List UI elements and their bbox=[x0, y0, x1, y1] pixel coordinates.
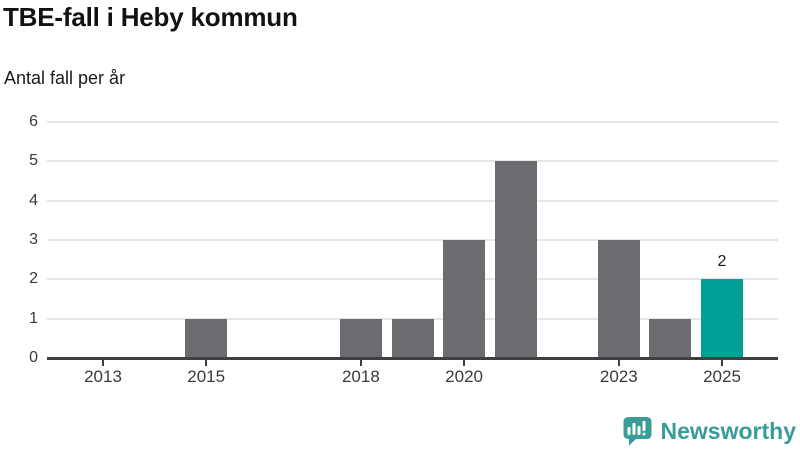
x-axis-line bbox=[47, 356, 778, 360]
x-axis-label: 2013 bbox=[84, 367, 122, 386]
gridline-y2 bbox=[47, 278, 778, 281]
y-axis-label: 4 bbox=[29, 191, 38, 209]
x-axis-tick bbox=[463, 359, 466, 366]
bar-2020 bbox=[443, 240, 486, 358]
newsworthy-logo-icon bbox=[622, 416, 653, 446]
bar-2021 bbox=[494, 161, 537, 358]
y-axis-label: 0 bbox=[29, 349, 38, 366]
chart-title: TBE-fall i Heby kommun bbox=[3, 2, 298, 32]
bar-value-label: 2 bbox=[717, 253, 727, 271]
x-axis-label: 2023 bbox=[599, 367, 638, 386]
y-axis-label: 1 bbox=[29, 309, 38, 327]
y-axis-label: 3 bbox=[29, 231, 38, 248]
gridline-y6 bbox=[47, 121, 778, 123]
bar-highlight-2025 bbox=[701, 279, 743, 358]
x-axis-tick bbox=[102, 359, 104, 366]
gridline-y5 bbox=[47, 160, 778, 163]
newsworthy-logo[interactable]: Newsworthy bbox=[622, 416, 796, 446]
x-axis-tick bbox=[359, 359, 362, 366]
x-axis-tick bbox=[617, 359, 620, 366]
bar-2018 bbox=[339, 318, 382, 358]
gridline-y4 bbox=[47, 199, 778, 202]
x-axis-label: 2025 bbox=[703, 367, 741, 386]
x-axis-label: 2015 bbox=[187, 367, 226, 386]
gridline-y3 bbox=[47, 239, 778, 241]
x-axis-label: 2020 bbox=[445, 367, 483, 386]
y-axis-label: 5 bbox=[29, 152, 38, 170]
y-axis-label: 6 bbox=[29, 113, 38, 130]
x-axis-label: 2018 bbox=[341, 367, 380, 386]
bar-2019 bbox=[391, 318, 434, 358]
x-axis-tick bbox=[205, 359, 208, 366]
newsworthy-logo-text: Newsworthy bbox=[660, 417, 796, 444]
bar-2023 bbox=[597, 240, 640, 358]
y-axis-label: 2 bbox=[29, 270, 38, 288]
x-axis-tick bbox=[721, 359, 723, 366]
bar-2015 bbox=[185, 318, 228, 358]
bar-2024 bbox=[649, 318, 692, 358]
chart-subtitle: Antal fall per år bbox=[4, 68, 126, 88]
